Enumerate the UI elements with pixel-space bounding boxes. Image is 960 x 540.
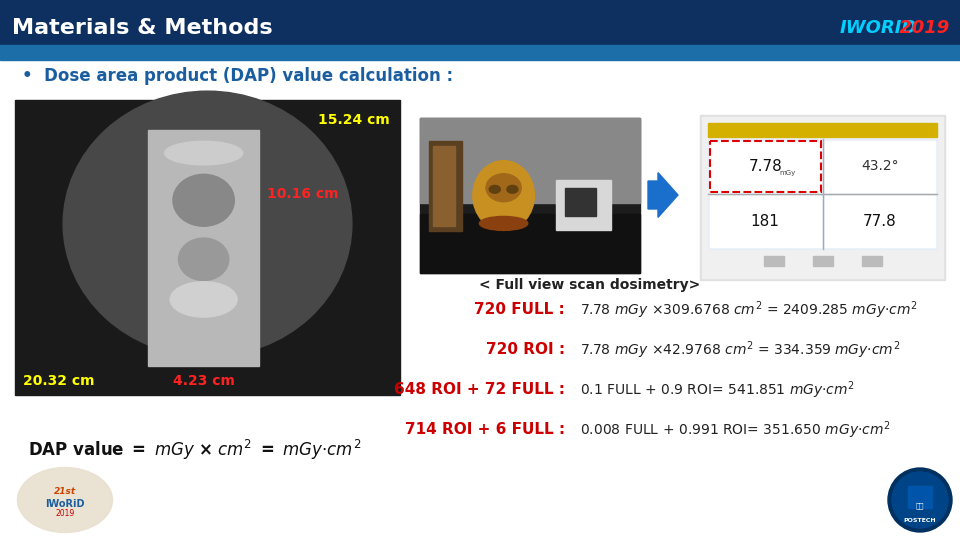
Ellipse shape — [170, 282, 237, 317]
Bar — [0, 45, 960, 60]
Text: < Full view scan dosimetry>: < Full view scan dosimetry> — [479, 278, 701, 292]
FancyArrow shape — [648, 173, 678, 218]
Text: Materials & Methods: Materials & Methods — [12, 18, 273, 38]
Text: 648 ROI + 72 FULL :: 648 ROI + 72 FULL : — [394, 382, 565, 397]
Text: 720 FULL :: 720 FULL : — [474, 302, 565, 318]
Bar — [763, 256, 783, 266]
Text: 10.16 cm: 10.16 cm — [268, 187, 339, 201]
Ellipse shape — [472, 160, 535, 231]
Text: 43.2°: 43.2° — [861, 159, 899, 173]
Text: 4.23 cm: 4.23 cm — [173, 374, 234, 388]
Text: 20.32 cm: 20.32 cm — [23, 374, 94, 388]
Bar — [557, 180, 612, 230]
Ellipse shape — [486, 174, 521, 202]
Ellipse shape — [63, 91, 352, 356]
Bar — [15, 100, 400, 395]
Ellipse shape — [479, 217, 528, 231]
Bar — [812, 256, 832, 266]
Circle shape — [888, 468, 952, 532]
Text: mGy: mGy — [780, 170, 796, 176]
Text: 15.24 cm: 15.24 cm — [319, 113, 390, 127]
Ellipse shape — [17, 468, 112, 532]
Bar — [700, 115, 945, 280]
Text: 7.78 $mGy$ ×309.6768 $cm^2$ = 2409.285 $mGy{\cdot}cm^2$: 7.78 $mGy$ ×309.6768 $cm^2$ = 2409.285 $… — [580, 299, 918, 321]
Bar — [825, 196, 935, 247]
Bar — [708, 123, 937, 137]
Text: IWoRiD: IWoRiD — [45, 499, 84, 509]
Text: POSTECH: POSTECH — [903, 517, 936, 523]
Bar — [420, 118, 640, 273]
Text: 181: 181 — [751, 214, 780, 229]
Text: $\mathbf{DAP\ value\ =}$ $mGy$ $\mathbf{\times}$ $cm^2$ $\mathbf{=}$ $mGy{\cdot}: $\mathbf{DAP\ value\ =}$ $mGy$ $\mathbf{… — [28, 438, 361, 462]
Ellipse shape — [164, 141, 243, 165]
Bar — [710, 196, 821, 247]
Bar — [429, 141, 462, 231]
Bar — [708, 139, 937, 249]
Bar — [908, 486, 932, 508]
Bar — [565, 188, 596, 215]
Bar — [148, 130, 259, 366]
Bar — [702, 117, 943, 278]
Ellipse shape — [179, 238, 228, 281]
Text: 714 ROI + 6 FULL :: 714 ROI + 6 FULL : — [405, 422, 565, 437]
Text: 720 ROI :: 720 ROI : — [486, 342, 565, 357]
Text: IWORID: IWORID — [840, 19, 918, 37]
Text: 0.1 FULL + 0.9 ROI= 541.851 $mGy{\cdot}cm^2$: 0.1 FULL + 0.9 ROI= 541.851 $mGy{\cdot}c… — [580, 379, 855, 401]
Text: 77.8: 77.8 — [863, 214, 897, 229]
Bar — [433, 146, 455, 226]
Text: 大学: 大学 — [916, 503, 924, 509]
Bar — [420, 214, 640, 273]
Circle shape — [892, 472, 948, 528]
Ellipse shape — [490, 185, 500, 193]
Bar — [710, 141, 821, 192]
Ellipse shape — [173, 174, 234, 226]
Text: 7.78 $mGy$ ×42.9768 $cm^2$ = 334.359 $mGy{\cdot}cm^2$: 7.78 $mGy$ ×42.9768 $cm^2$ = 334.359 $mG… — [580, 339, 900, 361]
Text: 7.78: 7.78 — [749, 159, 782, 174]
Ellipse shape — [507, 185, 517, 193]
Bar — [710, 141, 821, 192]
Text: 2019: 2019 — [56, 510, 75, 518]
Text: 2019: 2019 — [893, 19, 949, 37]
Bar — [0, 0, 960, 45]
Bar — [420, 118, 640, 203]
Text: 21st: 21st — [54, 488, 76, 496]
Bar — [861, 256, 881, 266]
Text: •  Dose area product (DAP) value calculation :: • Dose area product (DAP) value calculat… — [22, 67, 453, 85]
Text: 0.008 FULL + 0.991 ROI= 351.650 $mGy{\cdot}cm^2$: 0.008 FULL + 0.991 ROI= 351.650 $mGy{\cd… — [580, 419, 891, 441]
Bar — [825, 141, 935, 192]
